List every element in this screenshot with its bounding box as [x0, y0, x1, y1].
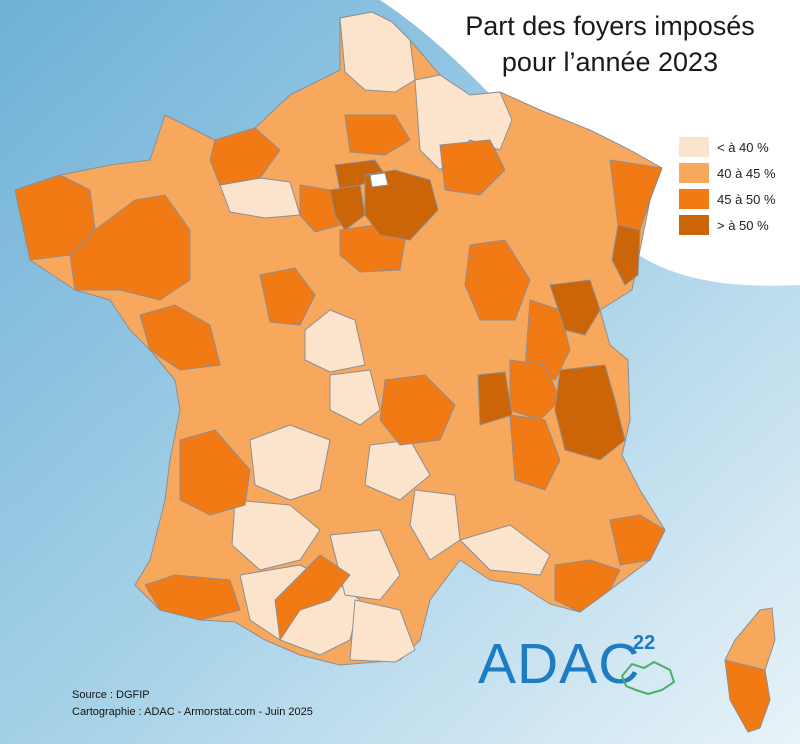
- region-gers-tarn: [231, 499, 321, 571]
- region-allier: [329, 369, 381, 426]
- logo-text: ADAC: [478, 632, 641, 696]
- region-var: [554, 559, 621, 613]
- region-morbihan-loire: [69, 194, 191, 301]
- legend-swatch: [679, 189, 709, 209]
- region-haute-garonne: [274, 554, 351, 641]
- region-doubs: [549, 279, 601, 336]
- region-jura-ain: [524, 299, 571, 381]
- region-rhone: [477, 371, 513, 426]
- region-creuse: [304, 309, 366, 373]
- source-block: Source : DGFIP Cartographie : ADAC - Arm…: [72, 687, 313, 721]
- region-dordogne-lot: [249, 424, 331, 501]
- region-manche: [209, 127, 281, 186]
- region-aisne-ardennes: [414, 74, 513, 171]
- region-vendee: [139, 304, 221, 371]
- legend-item: < à 40 %: [679, 134, 776, 160]
- region-paris-est: [364, 169, 439, 241]
- map-title-line2: pour l’année 2023: [501, 47, 719, 77]
- region-bas-rhin: [609, 159, 663, 231]
- region-haut-rhin: [611, 224, 641, 286]
- region-cote-dor: [464, 239, 531, 321]
- legend-item: 40 à 45 %: [679, 160, 776, 186]
- region-indre-loire: [259, 267, 316, 326]
- legend-swatch: [679, 215, 709, 235]
- region-gironde: [179, 429, 251, 516]
- credits-line: Cartographie : ADAC - Armorstat.com - Ju…: [72, 706, 313, 718]
- region-savoie: [554, 364, 626, 461]
- source-line: Source : DGFIP: [72, 689, 150, 701]
- legend-swatch: [679, 163, 709, 183]
- region-vaucluse: [459, 524, 551, 576]
- legend: < à 40 % 40 à 45 % 45 à 50 % > à 50 %: [679, 134, 776, 238]
- legend-label: > à 50 %: [717, 217, 769, 233]
- region-ardeche-gard: [409, 489, 461, 561]
- region-pyrenees-or: [349, 599, 416, 663]
- france-map: [14, 11, 776, 733]
- legend-label: < à 40 %: [717, 139, 769, 155]
- region-pyrenees-atl: [144, 574, 241, 621]
- legend-item: > à 50 %: [679, 212, 776, 238]
- region-marne: [439, 139, 506, 196]
- legend-swatch: [679, 137, 709, 157]
- logo-number: 22: [633, 632, 656, 654]
- legend-item: 45 à 50 %: [679, 186, 776, 212]
- legend-label: 45 à 50 %: [717, 191, 776, 207]
- region-orne: [219, 177, 301, 219]
- map-title: Part des foyers imposés pour l’année 202…: [430, 8, 790, 80]
- region-corse-sud: [724, 659, 771, 733]
- region-alpes-maritimes: [609, 514, 666, 566]
- region-drome: [509, 414, 561, 491]
- adac-logo: ADAC 22: [478, 628, 718, 698]
- map-title-line1: Part des foyers imposés: [465, 11, 755, 41]
- region-puy-de-dome: [379, 374, 456, 446]
- region-paris: [369, 172, 389, 188]
- logo-map-icon: [620, 660, 676, 696]
- region-eure-et-loir: [299, 184, 341, 233]
- region-seine-maritime: [344, 114, 411, 156]
- legend-label: 40 à 45 %: [717, 165, 776, 181]
- region-yvelines: [329, 184, 366, 231]
